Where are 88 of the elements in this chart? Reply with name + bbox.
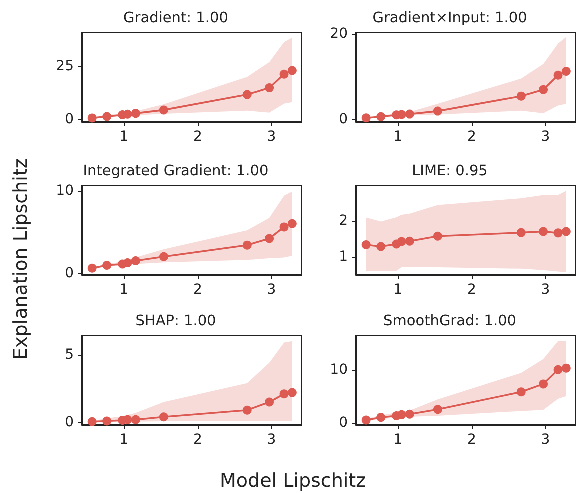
point: [288, 66, 297, 76]
point: [405, 110, 414, 119]
point: [288, 388, 297, 398]
point: [265, 234, 274, 244]
point: [102, 261, 112, 270]
point: [405, 236, 414, 246]
point: [280, 70, 289, 79]
point: [265, 398, 274, 407]
point: [123, 258, 132, 268]
y-tick-label: 5: [65, 346, 74, 363]
x-tick-label: 2: [467, 129, 476, 145]
point: [539, 85, 548, 94]
x-tick-label: 1: [394, 432, 403, 448]
point: [433, 405, 442, 414]
x-tick-label: 3: [267, 282, 276, 298]
point: [102, 112, 112, 122]
point: [562, 67, 571, 76]
point: [554, 365, 563, 374]
chart-title: Integrated Gradient: 1.00: [83, 164, 269, 180]
y-tick-label: 0: [65, 111, 74, 128]
chart-title: Gradient: 1.00: [124, 10, 228, 26]
y-axis-title: Explanation Lipschitz: [10, 158, 32, 360]
chart-title: LIME: 0.95: [412, 164, 488, 180]
chart-title: SmoothGrad: 1.00: [383, 314, 517, 330]
point: [397, 237, 406, 246]
y-tick-label: 10: [56, 182, 74, 199]
x-tick-label: 2: [193, 282, 202, 298]
x-tick-label: 1: [120, 282, 129, 298]
point: [554, 228, 563, 238]
point: [362, 114, 371, 123]
point: [159, 412, 168, 422]
x-tick-label: 2: [467, 432, 476, 448]
point: [280, 390, 289, 399]
y-tick-label: 20: [330, 26, 348, 42]
point: [562, 227, 571, 236]
x-tick-label: 1: [394, 129, 403, 145]
point: [376, 413, 386, 422]
x-tick-label: 3: [267, 432, 276, 448]
point: [562, 364, 571, 373]
y-tick-label: 1: [339, 248, 348, 265]
x-tick-label: 2: [193, 432, 202, 448]
point: [516, 388, 526, 397]
point: [362, 416, 371, 425]
point: [516, 228, 526, 238]
point: [280, 222, 289, 232]
y-tick-label: 2: [339, 213, 348, 230]
point: [539, 227, 548, 236]
y-tick-label: 0: [339, 111, 348, 128]
point: [131, 256, 140, 266]
point: [433, 232, 442, 241]
point: [516, 92, 526, 101]
x-tick-label: 1: [394, 282, 403, 298]
point: [159, 252, 168, 262]
y-tick-label: 10: [330, 362, 348, 378]
point: [242, 90, 252, 100]
x-tick-label: 3: [541, 282, 550, 298]
point: [242, 240, 252, 250]
point: [539, 380, 548, 389]
point: [131, 415, 140, 424]
y-tick-label: 25: [56, 58, 74, 75]
x-tick-label: 1: [120, 432, 129, 448]
point: [88, 417, 97, 426]
point: [102, 416, 112, 426]
x-tick-label: 1: [120, 129, 129, 145]
point: [265, 84, 274, 93]
point: [88, 114, 97, 123]
point: [554, 70, 563, 80]
point: [159, 106, 168, 115]
point: [433, 106, 442, 116]
point: [242, 406, 252, 415]
y-tick-label: 0: [65, 414, 74, 431]
chart-title: SHAP: 1.00: [136, 314, 216, 330]
y-tick-label: 0: [339, 414, 348, 431]
point: [376, 112, 386, 122]
x-tick-label: 3: [541, 432, 550, 448]
x-tick-label: 3: [541, 129, 550, 145]
x-tick-label: 2: [193, 129, 202, 145]
x-axis-title: Model Lipschitz: [220, 470, 366, 492]
point: [288, 219, 297, 228]
y-tick-label: 0: [65, 265, 74, 282]
x-tick-label: 2: [467, 282, 476, 298]
point: [88, 264, 97, 273]
point: [376, 242, 386, 252]
point: [362, 240, 371, 250]
x-tick-label: 3: [267, 129, 276, 145]
point: [405, 410, 414, 419]
point: [131, 109, 140, 118]
chart-title: Gradient×Input: 1.00: [372, 10, 528, 26]
